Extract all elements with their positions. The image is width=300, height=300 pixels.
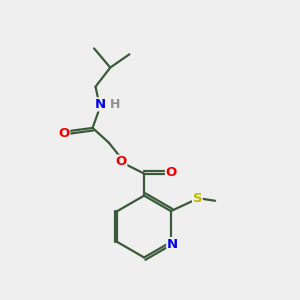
Text: N: N [167,238,178,250]
Text: S: S [193,192,202,205]
Text: O: O [116,155,127,168]
Text: H: H [110,98,120,111]
Text: O: O [58,127,70,140]
Text: N: N [94,98,106,111]
Text: O: O [166,166,177,178]
